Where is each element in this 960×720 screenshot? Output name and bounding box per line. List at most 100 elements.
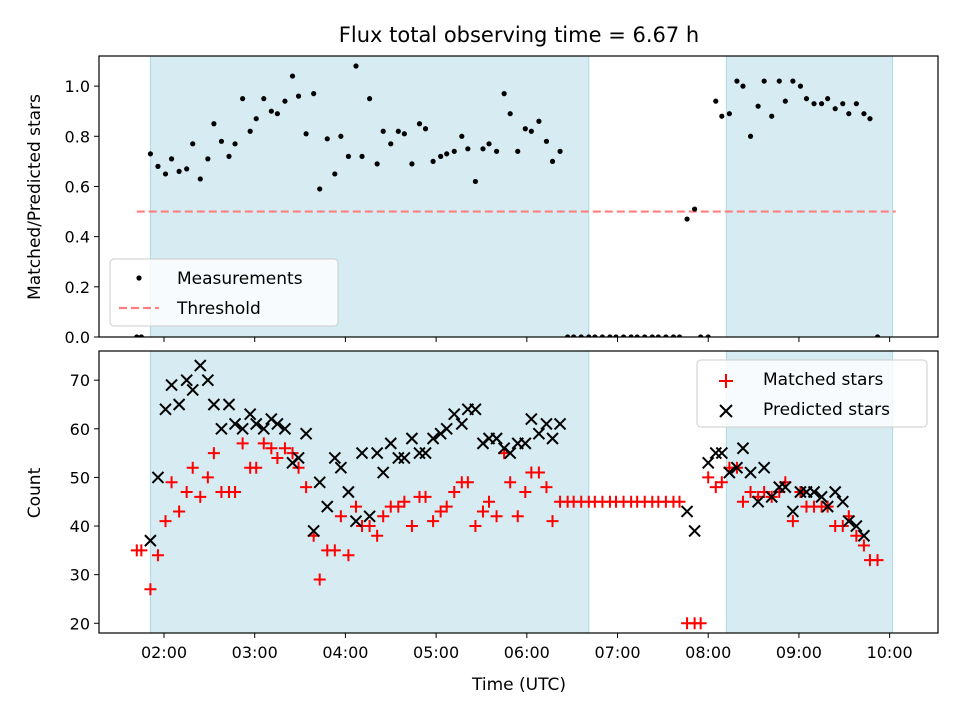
- predicted-star-point: [172, 398, 186, 411]
- predicted-star-point: [355, 446, 369, 460]
- measurement-point: [874, 334, 881, 337]
- measurement-point: [734, 78, 740, 84]
- predicted-star-point: [850, 519, 863, 533]
- predicted-star-point: [744, 466, 757, 479]
- measurement-point: [832, 106, 838, 112]
- y-tick-label: 0.2: [65, 278, 90, 297]
- measurement-point: [825, 96, 831, 102]
- measurement-point: [797, 83, 804, 89]
- matched-star-point: [377, 510, 390, 523]
- predicted-star-point: [207, 398, 221, 411]
- predicted-star-point: [349, 514, 363, 528]
- matched-star-point: [151, 549, 164, 562]
- measurement-point: [184, 166, 190, 172]
- measurement-point: [162, 171, 169, 177]
- predicted-star-point: [709, 446, 722, 460]
- measurement-point: [549, 158, 556, 164]
- matched-star-point: [709, 481, 722, 494]
- legend-measurements-marker: [136, 275, 142, 281]
- measurement-point: [317, 186, 323, 192]
- measurement-point: [599, 334, 605, 337]
- bottom-legend-box: [696, 359, 928, 428]
- matched-star-point: [476, 505, 489, 518]
- legend-matched-marker: [719, 374, 733, 388]
- predicted-star-point: [715, 446, 729, 460]
- x-tick-label: 06:00: [504, 643, 550, 662]
- matched-star-point: [257, 437, 270, 450]
- predicted-star-point: [503, 446, 517, 460]
- measurement-point: [380, 128, 386, 134]
- measurement-point: [522, 126, 528, 132]
- measurement-point: [366, 96, 373, 102]
- measurement-point: [451, 148, 457, 154]
- x-tick-label: 04:00: [322, 643, 368, 662]
- measurement-point: [713, 98, 719, 104]
- measurement-point: [620, 334, 627, 337]
- bottom-legend: Matched stars Predicted stars: [696, 359, 928, 428]
- legend-matched-label: Matched stars: [763, 370, 883, 390]
- measurement-point: [507, 111, 513, 117]
- plot-area: [134, 63, 896, 337]
- y-tick-label: 0.4: [65, 228, 90, 247]
- matched-star-point: [715, 476, 728, 489]
- predicted-star-point: [292, 451, 305, 465]
- x-tick-label: 02:00: [141, 643, 187, 662]
- measurement-point: [740, 83, 746, 89]
- predicted-star-point: [257, 422, 270, 436]
- measurement-point: [543, 138, 550, 144]
- predicted-star-point: [165, 378, 178, 392]
- predicted-star-point: [228, 417, 242, 431]
- predicted-star-point: [836, 495, 849, 508]
- measurement-point: [719, 113, 725, 119]
- measurement-point: [684, 216, 690, 222]
- predicted-star-point: [455, 417, 469, 431]
- measurement-point: [536, 118, 542, 124]
- matched-star-point: [159, 515, 172, 528]
- matched-star-point: [250, 461, 263, 474]
- predicted-star-point: [321, 500, 334, 513]
- measurement-point: [803, 96, 810, 102]
- measurement-point: [374, 161, 380, 167]
- matched-star-point: [483, 495, 496, 508]
- matched-star-point: [300, 481, 313, 494]
- measurement-point: [578, 334, 584, 337]
- y-tick-label: 60: [70, 420, 90, 439]
- matched-star-point: [392, 500, 405, 513]
- measurement-point: [628, 334, 634, 337]
- top-y-axis-label: Matched/Predicted stars: [25, 94, 45, 300]
- matched-star-point: [736, 495, 749, 508]
- measurement-point: [515, 148, 521, 154]
- matched-star-point: [540, 481, 553, 494]
- predicted-star-point: [553, 417, 567, 431]
- measurement-point: [232, 141, 238, 147]
- measurement-point: [655, 334, 661, 337]
- measurement-point: [240, 96, 246, 102]
- predicted-star-point: [376, 466, 390, 479]
- matched-star-point: [165, 476, 178, 489]
- measurement-point: [147, 151, 153, 157]
- measurement-point: [138, 334, 144, 337]
- matched-star-point: [850, 529, 863, 542]
- measurement-point: [295, 93, 302, 99]
- measurement-point: [642, 334, 648, 337]
- predicted-star-point: [779, 480, 792, 494]
- predicted-star-point: [807, 485, 821, 499]
- measurement-point: [613, 334, 619, 337]
- matched-star-point: [342, 549, 355, 562]
- predicted-star-point: [540, 417, 553, 431]
- measurement-point: [303, 131, 309, 137]
- predicted-star-point: [426, 432, 440, 445]
- predicted-star-point: [180, 373, 193, 387]
- measurement-point: [853, 101, 859, 107]
- observing-interval-band: [725, 55, 894, 338]
- predicted-star-point: [222, 398, 236, 411]
- y-tick-label: 20: [70, 614, 90, 633]
- x-tick-label: 08:00: [685, 643, 731, 662]
- predicted-star-point: [680, 505, 694, 518]
- measurement-point: [134, 334, 140, 337]
- measurement-point: [586, 334, 592, 337]
- matched-star-point: [207, 447, 220, 460]
- predicted-star-point: [151, 471, 165, 484]
- measurement-point: [289, 73, 296, 79]
- measurement-point: [353, 63, 359, 69]
